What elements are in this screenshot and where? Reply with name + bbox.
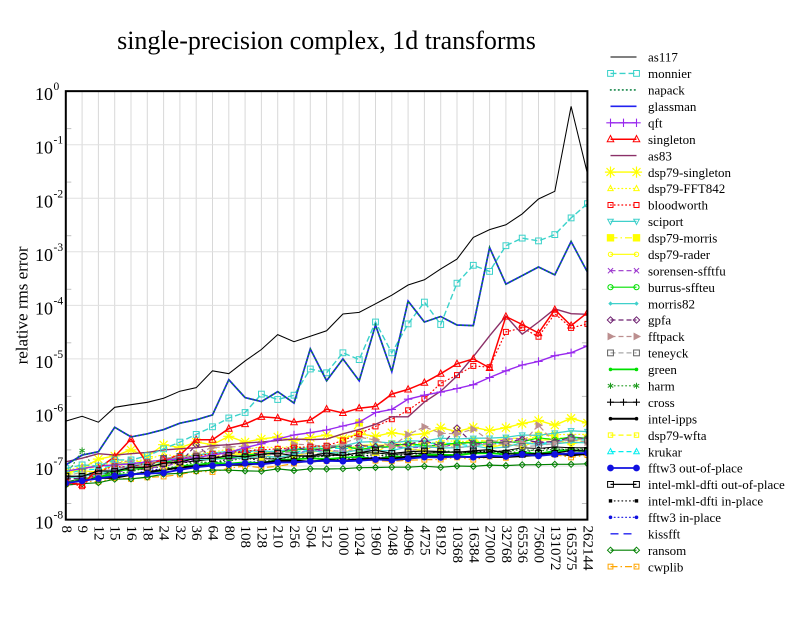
svg-text:napack: napack [648, 83, 685, 98]
svg-text:256: 256 [286, 526, 302, 549]
svg-text:32: 32 [172, 526, 188, 541]
svg-text:singleton: singleton [648, 132, 696, 147]
svg-text:10: 10 [35, 245, 53, 265]
svg-text:75600: 75600 [531, 526, 547, 564]
svg-text:bloodworth: bloodworth [648, 198, 708, 213]
svg-text:10: 10 [35, 298, 53, 318]
svg-text:0: 0 [54, 81, 60, 93]
svg-text:1024: 1024 [351, 526, 367, 557]
svg-text:108: 108 [237, 526, 253, 549]
svg-text:10: 10 [35, 138, 53, 158]
svg-text:sciport: sciport [648, 214, 684, 229]
svg-text:65536: 65536 [514, 526, 530, 564]
svg-text:relative rms error: relative rms error [13, 246, 32, 364]
svg-text:monnier: monnier [648, 66, 692, 81]
svg-text:green: green [648, 362, 677, 377]
svg-text:harm: harm [648, 379, 675, 394]
svg-text:-4: -4 [54, 295, 64, 307]
svg-text:fftpack: fftpack [648, 329, 685, 344]
svg-text:fftw3 in-place: fftw3 in-place [648, 510, 721, 525]
svg-text:24: 24 [156, 526, 172, 542]
svg-text:krukar: krukar [648, 444, 683, 459]
svg-text:131072: 131072 [547, 526, 563, 571]
svg-text:-2: -2 [54, 188, 64, 200]
svg-text:fftw3 out-of-place: fftw3 out-of-place [648, 461, 743, 476]
svg-text:single-precision complex, 1d t: single-precision complex, 1d transforms [117, 26, 536, 55]
svg-text:504: 504 [302, 526, 318, 549]
svg-text:10: 10 [35, 513, 53, 533]
svg-text:4096: 4096 [400, 526, 416, 557]
svg-text:18: 18 [139, 526, 155, 541]
svg-text:165375: 165375 [563, 526, 579, 571]
svg-text:dsp79-morris: dsp79-morris [648, 231, 717, 246]
svg-text:10: 10 [35, 459, 53, 479]
svg-text:27000: 27000 [482, 526, 498, 564]
svg-text:-5: -5 [54, 349, 64, 361]
svg-text:as83: as83 [648, 148, 672, 163]
svg-text:intel-mkl-dfti out-of-place: intel-mkl-dfti out-of-place [648, 477, 785, 492]
svg-text:16: 16 [123, 526, 139, 542]
svg-text:as117: as117 [648, 50, 678, 65]
svg-text:-7: -7 [54, 456, 64, 468]
svg-text:-6: -6 [54, 403, 64, 415]
svg-text:8: 8 [58, 526, 74, 534]
svg-text:128: 128 [253, 526, 269, 549]
svg-text:4725: 4725 [416, 526, 432, 556]
svg-text:1000: 1000 [335, 526, 351, 556]
svg-text:morris82: morris82 [648, 296, 695, 311]
svg-text:10: 10 [35, 191, 53, 211]
svg-text:-1: -1 [54, 135, 64, 147]
svg-text:ransom: ransom [648, 543, 686, 558]
svg-text:12: 12 [90, 526, 106, 541]
svg-text:9: 9 [74, 526, 90, 534]
svg-text:dsp79-wfta: dsp79-wfta [648, 428, 707, 443]
svg-text:intel-mkl-dfti in-place: intel-mkl-dfti in-place [648, 494, 763, 509]
svg-text:sorensen-sfftfu: sorensen-sfftfu [648, 263, 726, 278]
svg-text:262144: 262144 [579, 526, 595, 572]
svg-text:gpfa: gpfa [648, 313, 671, 328]
svg-text:8192: 8192 [433, 526, 449, 556]
svg-text:10: 10 [35, 352, 53, 372]
svg-text:kissfft: kissfft [648, 527, 681, 542]
svg-text:burrus-sffteu: burrus-sffteu [648, 280, 715, 295]
svg-text:dsp79-rader: dsp79-rader [648, 247, 711, 262]
svg-text:10: 10 [35, 84, 53, 104]
svg-text:1960: 1960 [368, 526, 384, 556]
svg-text:dsp79-singleton: dsp79-singleton [648, 165, 732, 180]
svg-text:32768: 32768 [498, 526, 514, 564]
svg-text:cwplib: cwplib [648, 559, 683, 574]
svg-text:64: 64 [205, 526, 221, 542]
svg-text:cross: cross [648, 395, 675, 410]
svg-text:16384: 16384 [465, 526, 481, 564]
svg-text:10368: 10368 [449, 526, 465, 564]
svg-text:glassman: glassman [648, 99, 697, 114]
svg-text:intel-ipps: intel-ipps [648, 411, 697, 426]
svg-text:80: 80 [221, 526, 237, 541]
svg-text:36: 36 [188, 526, 204, 542]
svg-text:2048: 2048 [384, 526, 400, 556]
svg-text:512: 512 [319, 526, 335, 549]
svg-text:-8: -8 [54, 510, 64, 522]
svg-text:15: 15 [107, 526, 123, 541]
svg-text:210: 210 [270, 526, 286, 549]
svg-text:dsp79-FFT842: dsp79-FFT842 [648, 181, 725, 196]
svg-text:qft: qft [648, 116, 663, 131]
svg-text:teneyck: teneyck [648, 346, 689, 361]
svg-text:-3: -3 [54, 242, 64, 254]
svg-text:10: 10 [35, 406, 53, 426]
